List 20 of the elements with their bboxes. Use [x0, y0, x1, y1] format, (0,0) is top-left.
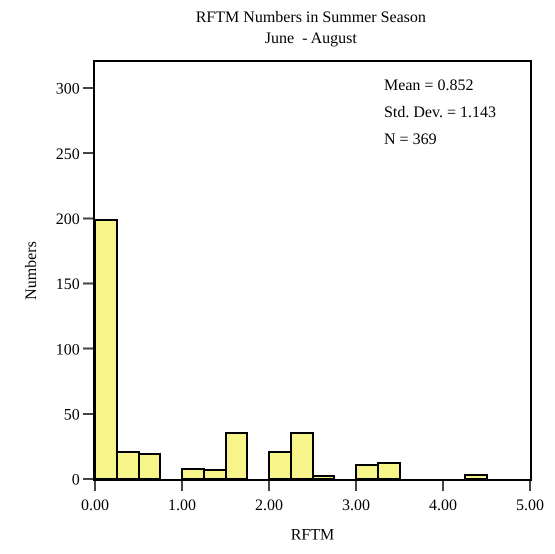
chart-title: RFTM Numbers in Summer Season: [196, 9, 426, 26]
chart-subtitle: June - August: [264, 30, 358, 47]
y-axis-title: Numbers: [23, 241, 40, 300]
x-axis-title: RFTM: [290, 526, 334, 544]
y-tick-label: 300: [56, 80, 80, 98]
x-tick-label: 4.00: [429, 497, 457, 514]
x-tick-label: 3.00: [342, 497, 370, 514]
y-tick-label: 200: [56, 210, 80, 228]
y-tick-label: 50: [64, 406, 80, 424]
annotation: N = 369: [384, 131, 437, 148]
annotation: Mean = 0.852: [384, 77, 474, 94]
x-tick-label: 2.00: [255, 497, 283, 514]
x-tick-label: 1.00: [168, 497, 196, 514]
y-tick-label: 0: [72, 472, 80, 489]
x-tick-label: 5.00: [516, 497, 544, 514]
y-tick-label: 150: [56, 276, 80, 294]
y-tick-label: 250: [56, 146, 80, 163]
x-tick-label: 0.00: [81, 497, 109, 514]
annotation: Std. Dev. = 1.143: [384, 104, 496, 121]
y-tick-label: 100: [56, 341, 80, 358]
